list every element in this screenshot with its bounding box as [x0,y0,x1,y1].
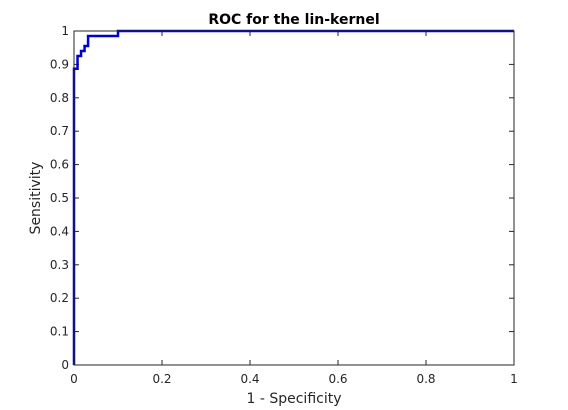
y-tick-label: 0.5 [50,191,69,205]
x-axis-label: 1 - Specificity [246,391,341,407]
plot-area-frame [73,30,515,366]
x-axis-ticks: 0 0.2 0.4 0.6 0.8 1 [70,31,518,386]
x-tick-label: 0.8 [416,372,435,386]
x-tick-label: 0 [70,372,78,386]
y-tick-label: 0.3 [50,258,69,272]
y-axis-label: Sensitivity [28,162,44,235]
y-tick-label: 0.2 [50,291,69,305]
roc-curve [72,29,514,365]
x-tick-label: 0.4 [240,372,259,386]
y-tick-label: 0.7 [50,124,69,138]
chart-title: ROC for the lin-kernel [208,12,379,28]
y-tick-label: 0.1 [50,325,69,339]
x-tick-label: 0.6 [328,372,347,386]
y-tick-label: 0.9 [50,57,69,71]
y-tick-label: 0.6 [50,158,69,172]
x-tick-label: 0.2 [152,372,171,386]
x-tick-label: 1 [510,372,518,386]
y-tick-label: 1 [61,24,69,38]
y-tick-label: 0 [61,358,69,372]
y-tick-label: 0.8 [50,91,69,105]
y-tick-label: 0.4 [50,224,69,238]
y-axis-ticks: 0 0.1 0.2 0.3 0.4 0.5 0.6 0.7 0.8 0.9 1 [50,24,514,372]
